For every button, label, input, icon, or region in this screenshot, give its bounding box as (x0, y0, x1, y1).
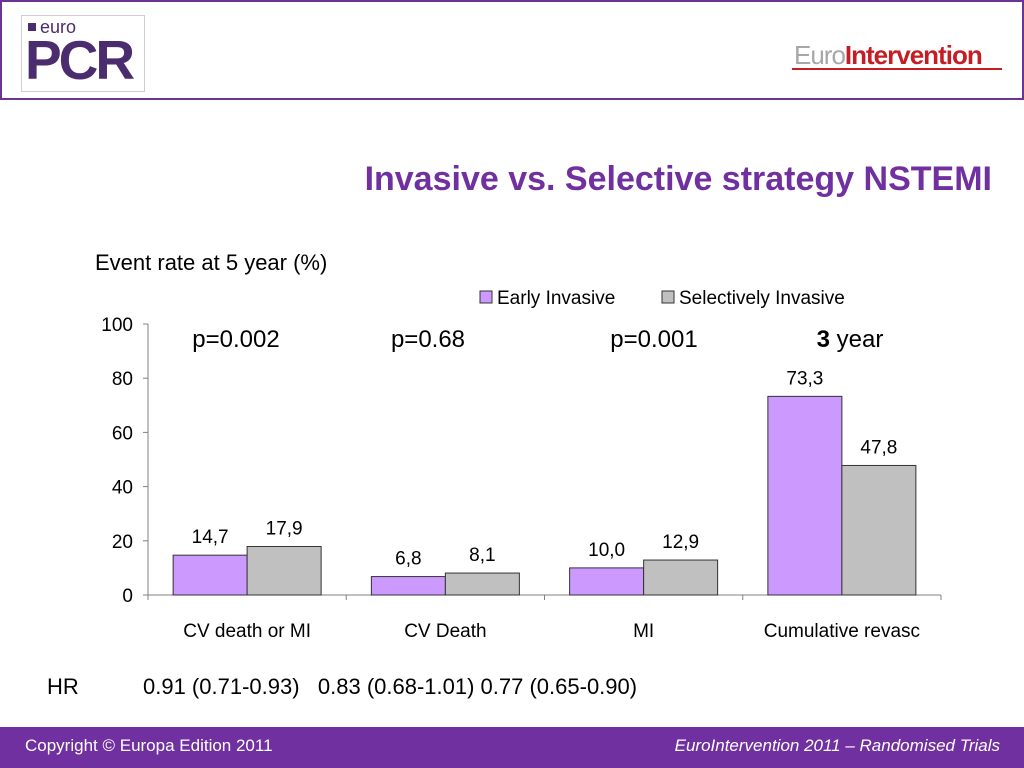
bar (841, 464, 917, 596)
y-tick-label: 80 (112, 369, 133, 390)
data-label: 12,9 (662, 532, 699, 553)
data-label: 10,0 (588, 540, 625, 561)
logo-euro-text: euro (40, 17, 77, 37)
y-tick-label: 60 (112, 423, 133, 444)
chart-svg: 0 20 40 60 80 100 CV death or MI 14,7 17,9 CV Dea… (101, 288, 942, 642)
bar (172, 554, 248, 596)
logo-underline (792, 68, 1002, 70)
hr-values: 0.91 (0.71-0.93) 0.83 (0.68-1.01) 0.77 (… (143, 674, 638, 699)
data-label: 73,3 (786, 368, 823, 389)
bar (569, 567, 645, 596)
data-label: 8,1 (469, 545, 495, 566)
logo-pcr-text: PCR (25, 29, 135, 91)
data-label: 14,7 (192, 527, 229, 548)
y-tick-label: 100 (101, 315, 133, 336)
footer-citation: EuroIntervention 2011 – Randomised Trial… (674, 736, 1000, 755)
bar-chart: 0 20 40 60 80 100 CV death or MI 14,7 17,9 CV Dea… (101, 288, 942, 642)
logo-square-icon (28, 23, 36, 31)
p-value-annotation: 3 year (817, 326, 884, 353)
p-value-annotation: p=0.002 (192, 326, 279, 353)
europcr-logo: euro PCR (21, 15, 145, 92)
legend-swatch (661, 290, 675, 304)
header-frame: euro PCR EuroIntervention (0, 0, 1024, 100)
y-tick-label: 40 (112, 478, 133, 499)
x-tick-label: Cumulative revasc (764, 621, 920, 642)
logo-euro-part: Euro (794, 40, 846, 70)
bar (767, 395, 843, 596)
bar (246, 545, 322, 596)
p-value-annotation: p=0.68 (391, 326, 465, 353)
hr-label: HR (47, 674, 79, 699)
x-tick-label: MI (633, 621, 654, 642)
x-tick-label: CV Death (404, 621, 486, 642)
bar (444, 572, 520, 596)
x-tick-label: CV death or MI (183, 621, 311, 642)
bar (643, 559, 719, 596)
chart-subtitle: Event rate at 5 year (%) (95, 250, 328, 275)
legend-swatch (479, 290, 493, 304)
eurointervention-logo: EuroIntervention (794, 40, 983, 70)
slide-title: Invasive vs. Selective strategy NSTEMI (364, 160, 992, 198)
y-tick-label: 0 (122, 586, 133, 607)
legend-label: Early Invasive (497, 288, 615, 309)
y-tick-label: 20 (112, 532, 133, 553)
footer-bar: Copyright © Europa Edition 2011 EuroInte… (0, 727, 1024, 768)
bar (370, 576, 446, 596)
logo-intervention-part: Intervention (844, 40, 983, 70)
legend-label: Selectively Invasive (679, 288, 845, 309)
data-label: 47,8 (860, 437, 897, 458)
data-label: 17,9 (266, 518, 303, 539)
data-label: 6,8 (395, 549, 421, 570)
p-value-annotation: p=0.001 (610, 326, 697, 353)
footer-copyright: Copyright © Europa Edition 2011 (25, 736, 273, 755)
